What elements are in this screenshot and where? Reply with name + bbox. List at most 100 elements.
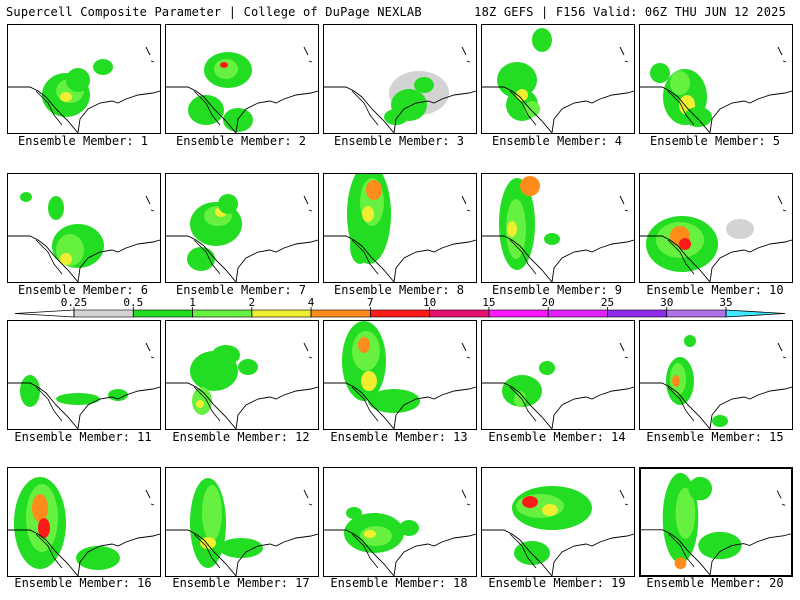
- ensemble-member-label: Ensemble Member: 9: [491, 283, 623, 297]
- scp-field-map: [482, 486, 634, 576]
- colorbar-tick-label: 7: [367, 296, 374, 309]
- scp-contour: [60, 92, 72, 102]
- scp-contour: [214, 59, 238, 79]
- ensemble-member-map[interactable]: [481, 24, 635, 134]
- coastline: [324, 235, 395, 282]
- island-marker: [145, 342, 155, 359]
- border-line: [351, 239, 379, 275]
- scp-contour: [414, 77, 434, 93]
- scp-contour: [364, 530, 376, 538]
- ensemble-member-map[interactable]: [7, 467, 161, 577]
- coastline: [640, 382, 711, 429]
- scp-contour: [362, 206, 374, 222]
- ensemble-member-map[interactable]: [639, 320, 793, 430]
- colorbar-tick-label: 25: [601, 296, 614, 309]
- scp-contour: [358, 337, 370, 353]
- scp-contour: [502, 375, 542, 407]
- coastline: [8, 529, 79, 576]
- colorbar-segment: [607, 309, 668, 318]
- scp-contour: [346, 507, 362, 519]
- scp-field-map: [324, 489, 476, 576]
- ensemble-member-map[interactable]: [165, 467, 319, 577]
- coastline: [482, 235, 553, 282]
- ensemble-member-label: Ensemble Member: 19: [488, 576, 626, 590]
- scp-contour: [698, 531, 742, 560]
- ensemble-member-map[interactable]: [323, 467, 477, 577]
- coastline: [235, 239, 318, 282]
- ensemble-member-map[interactable]: [165, 320, 319, 430]
- coastline: [8, 235, 79, 282]
- ensemble-member-map[interactable]: [7, 24, 161, 134]
- colorbar-tick-label: 0.25: [61, 296, 88, 309]
- coastline: [166, 382, 237, 429]
- border-line: [667, 386, 695, 422]
- scp-contour: [188, 95, 224, 125]
- scp-contour: [187, 247, 215, 271]
- ensemble-member-label: Ensemble Member: 8: [333, 283, 465, 297]
- coastline: [640, 86, 711, 133]
- scp-contour: [93, 59, 113, 75]
- coastline: [482, 86, 553, 133]
- coastline: [709, 386, 792, 429]
- coastline: [235, 386, 318, 429]
- ensemble-member-map[interactable]: [165, 24, 319, 134]
- scp-contour: [514, 391, 526, 407]
- island-marker: [461, 342, 471, 359]
- ensemble-member-map[interactable]: [481, 467, 635, 577]
- ensemble-member-label: Ensemble Member: 2: [175, 134, 307, 148]
- ensemble-member-map[interactable]: [165, 173, 319, 283]
- ensemble-member-map[interactable]: [639, 467, 793, 577]
- ensemble-member-map[interactable]: [323, 173, 477, 283]
- scp-field-map: [324, 321, 476, 429]
- colorbar-tick-label: 20: [542, 296, 555, 309]
- scp-field-map: [8, 192, 160, 282]
- scp-contour: [108, 389, 128, 401]
- ensemble-member-map[interactable]: [7, 173, 161, 283]
- ensemble-member-map[interactable]: [7, 320, 161, 430]
- colorbar-under-arrow: [14, 309, 75, 318]
- coastline: [709, 533, 791, 575]
- coastline: [235, 90, 318, 133]
- coastline: [324, 86, 395, 133]
- island-marker: [619, 46, 629, 63]
- coastline: [77, 386, 160, 429]
- colorbar-tick-label: 35: [719, 296, 732, 309]
- island-marker: [303, 342, 313, 359]
- ensemble-member-map[interactable]: [639, 173, 793, 283]
- colorbar-tick-label: 4: [308, 296, 315, 309]
- island-marker: [461, 195, 471, 212]
- coastline: [8, 382, 79, 429]
- island-marker: [619, 342, 629, 359]
- colorbar-over-arrow: [725, 309, 786, 318]
- scp-field-map: [8, 477, 160, 576]
- ensemble-member-map[interactable]: [639, 24, 793, 134]
- scp-contour: [726, 219, 754, 239]
- ensemble-member-map[interactable]: [323, 320, 477, 430]
- colorbar-segment: [370, 309, 430, 318]
- coastline: [77, 239, 160, 282]
- ensemble-member-label: Ensemble Member: 4: [491, 134, 623, 148]
- border-line: [668, 533, 695, 568]
- island-marker: [145, 46, 155, 63]
- ensemble-member-map[interactable]: [323, 24, 477, 134]
- ensemble-member-map[interactable]: [481, 320, 635, 430]
- border-line: [351, 90, 379, 126]
- scp-contour: [539, 361, 555, 375]
- run-info: 18Z GEFS | F156 Valid: 06Z THU JUN 12 20…: [474, 5, 786, 19]
- color-legend: 0.25 0.5 1 2 4 7 10 15 20 25 30 35: [14, 296, 786, 318]
- border-line: [35, 386, 63, 422]
- border-line: [35, 533, 63, 569]
- scp-contour: [48, 196, 64, 220]
- scp-field-map: [324, 46, 476, 133]
- ensemble-member-label: Ensemble Member: 16: [14, 576, 152, 590]
- scp-contour: [366, 180, 382, 200]
- scp-field-map: [324, 174, 476, 282]
- coastline: [482, 382, 553, 429]
- coastline: [166, 86, 237, 133]
- island-marker: [777, 195, 787, 212]
- coastline: [393, 239, 476, 282]
- coastline: [709, 90, 792, 133]
- scp-field-map: [166, 342, 318, 429]
- ensemble-member-map[interactable]: [481, 173, 635, 283]
- island-marker: [777, 46, 787, 63]
